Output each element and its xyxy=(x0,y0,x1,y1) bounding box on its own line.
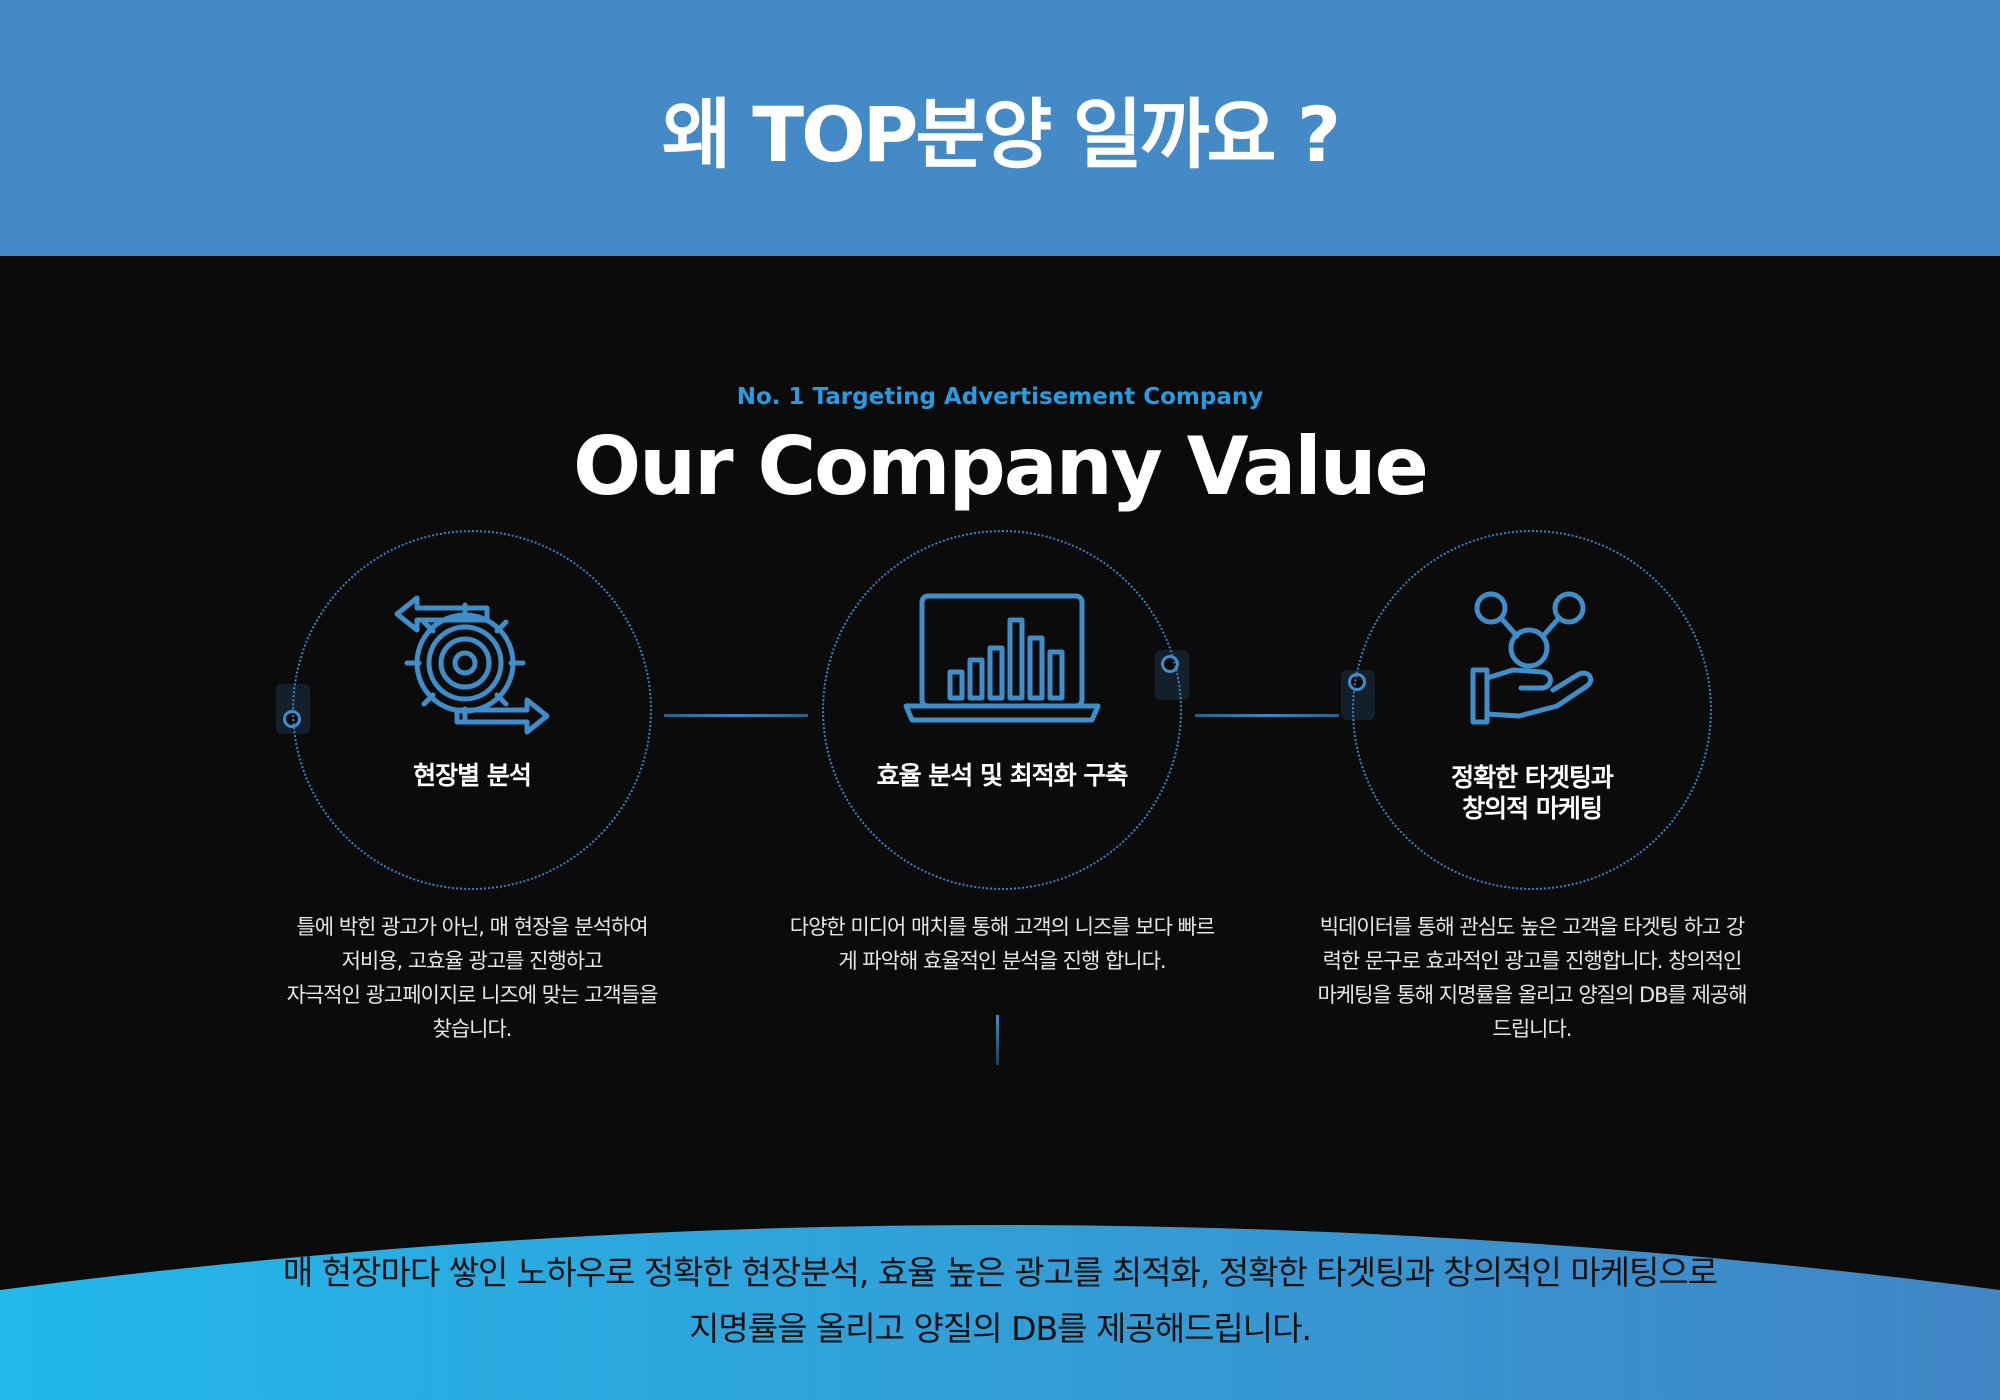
value-description-line: 찾습니다. xyxy=(432,1017,513,1041)
value-card-targeting: 정확한 타겟팅과 창의적 마케팅 빅데이터를 통해 관심도 높은 고객을 타겟팅… xyxy=(1317,530,1748,1041)
laptop-chart-icon xyxy=(822,590,1182,730)
value-description: 틀에 박힌 광고가 아닌, 매 현장을 분석하여 저비용, 고효율 광고를 진행… xyxy=(252,910,692,1046)
dotted-ring xyxy=(822,530,1182,890)
bottom-summary-line: 지명률을 올리고 양질의 DB를 제공해드립니다. xyxy=(689,1309,1312,1348)
value-label: 효율 분석 및 최적화 구축 xyxy=(842,760,1162,791)
value-description-line: 게 파악해 효율적인 분석을 진행 합니다. xyxy=(838,949,1166,973)
value-description-line: 력한 문구로 효과적인 광고를 진행합니다. 창의적인 xyxy=(1322,949,1743,973)
dotted-ring xyxy=(292,530,652,890)
bottom-summary-line: 매 현장마다 쌓인 노하우로 정확한 현장분석, 효율 높은 광고를 최적화, … xyxy=(282,1253,1718,1292)
section-title: Our Company Value xyxy=(573,420,1429,513)
gear-cycle-icon xyxy=(292,590,652,740)
value-card-efficiency: 효율 분석 및 최적화 구축 다양한 미디어 매치를 통해 고객의 니즈를 보다… xyxy=(790,530,1215,973)
value-description: 빅데이터를 통해 관심도 높은 고객을 타겟팅 하고 강 력한 문구로 효과적인… xyxy=(1312,910,1752,1046)
connector-line-right xyxy=(1195,714,1339,717)
value-description-line: 자극적인 광고페이지로 니즈에 맞는 고객들을 xyxy=(286,983,659,1007)
value-description: 다양한 미디어 매치를 통해 고객의 니즈를 보다 빠르 게 파악해 효율적인 … xyxy=(782,910,1222,978)
vertical-divider xyxy=(996,1015,999,1065)
banner-title: 왜 TOP분양 일까요 ? xyxy=(661,90,1341,179)
value-card-site-analysis: 현장별 분석 틀에 박힌 광고가 아닌, 매 현장을 분석하여 저비용, 고효율… xyxy=(287,530,658,1041)
value-label-line: 창의적 마케팅 xyxy=(1462,794,1603,824)
value-description-line: 다양한 미디어 매치를 통해 고객의 니즈를 보다 빠르 xyxy=(789,915,1215,939)
section-eyebrow: No. 1 Targeting Advertisement Company xyxy=(736,384,1264,410)
value-label-line: 효율 분석 및 최적화 구축 xyxy=(876,761,1129,790)
value-description-line: 빅데이터를 통해 관심도 높은 고객을 타겟팅 하고 강 xyxy=(1319,915,1745,939)
value-description-line: 마케팅을 통해 지명률을 올리고 양질의 DB를 제공해 xyxy=(1317,983,1747,1007)
value-label-line: 정확한 타겟팅과 xyxy=(1451,763,1614,792)
value-description-line: 틀에 박힌 광고가 아닌, 매 현장을 분석하여 xyxy=(296,915,648,939)
value-label: 현장별 분석 xyxy=(312,760,632,791)
top-banner: 왜 TOP분양 일까요 ? xyxy=(0,0,2000,256)
dotted-ring xyxy=(1352,530,1712,890)
value-label-line: 현장별 분석 xyxy=(413,761,532,790)
hand-network-icon xyxy=(1352,590,1712,730)
connector-line-left xyxy=(664,714,808,717)
bottom-wave xyxy=(0,1200,2000,1400)
value-description-line: 저비용, 고효율 광고를 진행하고 xyxy=(341,949,604,973)
value-description-line: 드립니다. xyxy=(1492,1017,1573,1041)
value-label: 정확한 타겟팅과 창의적 마케팅 xyxy=(1372,762,1692,825)
bottom-summary: 매 현장마다 쌓인 노하우로 정확한 현장분석, 효율 높은 광고를 최적화, … xyxy=(0,1245,2000,1357)
